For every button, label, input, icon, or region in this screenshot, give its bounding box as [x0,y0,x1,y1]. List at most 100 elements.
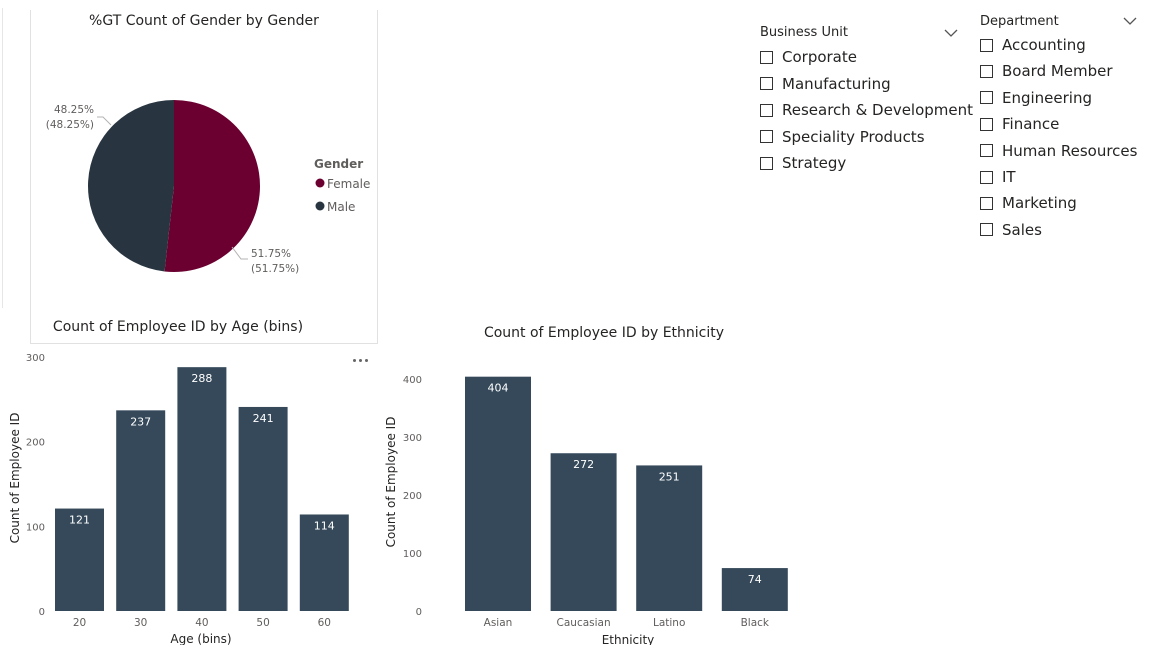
department-item[interactable]: Finance [980,114,1059,134]
pie-title: %GT Count of Gender by Gender [89,13,319,29]
x-tick-label: Latino [653,617,685,629]
checkbox[interactable] [980,91,993,105]
pie-leader-male [97,116,112,126]
bar[interactable] [55,508,104,611]
y-tick-label: 300 [403,433,422,444]
business-unit-item-label: Speciality Products [782,127,925,146]
y-tick-label: 200 [403,491,422,502]
x-tick-label: 20 [73,617,86,629]
bar-value-label: 237 [130,415,151,428]
department-item[interactable]: Marketing [980,193,1077,213]
x-tick-label: 60 [318,617,331,629]
department-item[interactable]: Board Member [980,61,1113,81]
department-item-label: Engineering [1002,88,1092,107]
chevron-down-icon[interactable] [1123,16,1137,26]
pie-visual-frame[interactable] [30,10,378,344]
ethnicity-chart-ylabel: Count of Employee ID [384,417,398,548]
bar-value-label: 272 [573,458,594,471]
gender-pie-chart: %GT Count of Gender by Gender 48.25% (48… [46,13,371,275]
x-tick-label: 50 [256,617,269,629]
checkbox[interactable] [980,144,993,158]
bar[interactable] [116,410,166,611]
checkbox[interactable] [760,103,773,117]
y-tick-label: 0 [39,607,45,618]
bar-value-label: 404 [488,382,509,395]
more-options-icon[interactable] [353,352,375,368]
age-chart-xlabel: Age (bins) [170,632,231,645]
pie-slices [87,100,260,272]
checkbox[interactable] [980,64,993,78]
department-item[interactable]: IT [980,167,1016,187]
department-item[interactable]: Engineering [980,88,1092,108]
checkbox[interactable] [980,196,993,210]
department-item[interactable]: Sales [980,220,1042,240]
bar[interactable] [550,453,617,611]
left-divider [2,8,3,308]
department-item[interactable]: Accounting [980,35,1086,55]
age-chart-ylabel: Count of Employee ID [8,413,22,544]
business-unit-item[interactable]: Research & Development [760,100,973,120]
business-unit-item-label: Manufacturing [782,74,891,93]
checkbox[interactable] [980,38,993,52]
ethnicity-chart-title: Count of Employee ID by Ethnicity [484,325,724,341]
bar[interactable] [636,465,703,611]
business-unit-item[interactable]: Corporate [760,47,857,67]
x-tick-label: 30 [134,617,147,629]
checkbox[interactable] [980,117,993,131]
y-tick-label: 0 [416,607,422,618]
x-tick-label: Asian [484,617,513,629]
y-tick-label: 400 [403,375,422,386]
checkbox[interactable] [980,223,993,237]
age-bar-chart: Count of Employee ID by Age (bins) Count… [8,319,349,645]
legend-male-label[interactable]: Male [327,200,355,214]
business-unit-item[interactable]: Manufacturing [760,74,891,94]
bar-value-label: 288 [191,372,212,385]
business-unit-item[interactable]: Strategy [760,153,846,173]
pie-label-male-paren: (48.25%) [46,119,94,131]
checkbox[interactable] [760,50,773,64]
bar-value-label: 121 [69,514,90,527]
pie-legend-title: Gender [314,157,363,171]
business-unit-slicer-title: Business Unit [760,25,848,40]
checkbox[interactable] [760,130,773,143]
business-unit-item-label: Corporate [782,48,857,66]
checkbox[interactable] [980,170,993,184]
bar[interactable] [299,514,349,611]
pie-slice-female[interactable] [164,100,260,272]
bar-value-label: 251 [659,470,680,483]
legend-female-label[interactable]: Female [327,177,370,191]
business-unit-item[interactable]: Speciality Products [760,127,925,147]
x-tick-label: Caucasian [557,617,611,629]
checkbox[interactable] [760,156,773,170]
x-tick-label: Black [741,617,770,629]
pie-label-male-pct: 48.25% [54,104,94,116]
chevron-down-icon[interactable] [944,28,958,38]
department-item-label: IT [1002,168,1016,186]
pie-label-female-paren: (51.75%) [251,263,299,275]
department-item-label: Marketing [1002,194,1077,213]
pie-slice-male[interactable] [87,100,174,272]
bar[interactable] [177,367,227,611]
department-item-label: Accounting [1002,36,1086,54]
bar[interactable] [465,376,531,611]
department-item-label: Finance [1002,115,1060,134]
business-unit-item-label: Research & Development [782,101,974,119]
pie-label-female-pct: 51.75% [251,248,291,260]
bar[interactable] [721,568,788,611]
department-item-label: Sales [1002,220,1042,239]
y-tick-label: 100 [403,549,422,560]
bar[interactable] [238,406,288,611]
y-tick-label: 300 [26,353,45,364]
department-item-label: Human Resources [1002,141,1138,160]
department-item[interactable]: Human Resources [980,141,1137,161]
bar-value-label: 74 [748,573,762,586]
bar-value-label: 241 [253,412,274,425]
ethnicity-bar-chart: Count of Employee ID by Ethnicity Count … [384,325,788,645]
business-unit-item-label: Strategy [782,154,847,172]
checkbox[interactable] [760,77,773,90]
legend-female-marker [315,178,325,188]
department-slicer-title: Department [980,14,1059,29]
y-tick-label: 100 [26,522,45,533]
ethnicity-chart-xlabel: Ethnicity [602,633,655,645]
bar-value-label: 114 [314,519,335,532]
